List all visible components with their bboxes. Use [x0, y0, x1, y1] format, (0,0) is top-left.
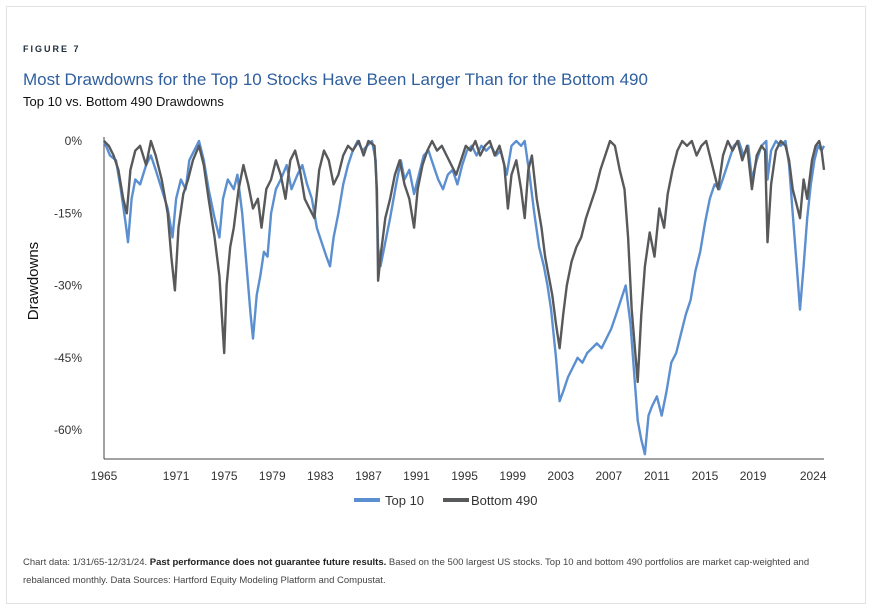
series-layer: [102, 139, 826, 456]
x-tick-label: 1983: [307, 469, 334, 483]
chart-subtitle: Top 10 vs. Bottom 490 Drawdowns: [23, 94, 224, 109]
x-tick-label: 2015: [692, 469, 719, 483]
x-tick-label: 2019: [740, 469, 767, 483]
figure-card: [6, 6, 866, 604]
y-tick-label: -60%: [54, 423, 82, 437]
x-tick-label: 1971: [163, 469, 190, 483]
x-tick-label: 1979: [259, 469, 286, 483]
figure-label: FIGURE 7: [23, 44, 81, 54]
tick-labels: 0% -15% -30% -45% -60% 1965 1971 1975 1979 1983 19…: [54, 134, 827, 483]
footnote-prefix: Chart data: 1/31/65-12/31/24.: [23, 557, 150, 568]
chart-axes: [103, 137, 824, 460]
x-tick-label: 2003: [547, 469, 574, 483]
x-tick-label: 1991: [403, 469, 430, 483]
chart-title: Most Drawdowns for the Top 10 Stocks Hav…: [23, 70, 648, 89]
y-tick-label: -45%: [54, 351, 82, 365]
legend-item: Bottom 490: [443, 493, 538, 508]
y-axis-label: Drawdowns: [25, 242, 42, 320]
x-tick-label: 2007: [595, 469, 622, 483]
footnote-suffix: Based on the 500 largest US stocks. Top …: [23, 557, 810, 586]
x-tick-label: 1999: [499, 469, 526, 483]
y-tick-label: 0%: [65, 134, 83, 148]
chart-legend: Top 10 Bottom 490: [354, 493, 538, 508]
x-tick-label: 1995: [451, 469, 478, 483]
footnote: Chart data: 1/31/65-12/31/24. Past perfo…: [23, 554, 851, 590]
series-line-bottom-490: [103, 139, 826, 384]
legend-item: Top 10: [354, 493, 424, 508]
x-tick-label: 2011: [644, 469, 670, 483]
legend-label: Bottom 490: [471, 493, 538, 508]
x-tick-label: 1975: [211, 469, 238, 483]
y-tick-label: -15%: [54, 206, 82, 220]
footnote-disclaimer: Past performance does not guarantee futu…: [149, 557, 387, 568]
x-tick-label: 2024: [800, 469, 827, 483]
x-tick-label: 1987: [355, 469, 382, 483]
series-line-top-10: [102, 139, 826, 456]
y-tick-label: -30%: [54, 279, 82, 293]
x-tick-label: 1965: [91, 469, 118, 483]
legend-label: Top 10: [385, 493, 424, 508]
